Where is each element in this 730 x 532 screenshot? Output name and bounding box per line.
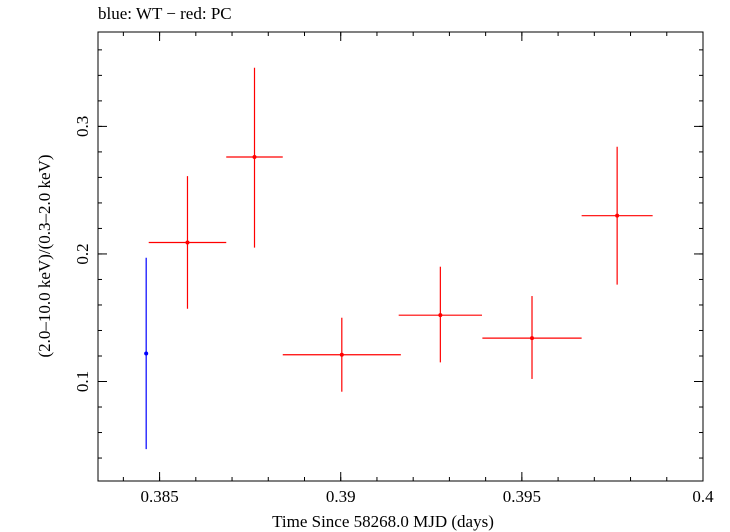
data-point (615, 213, 620, 218)
x-tick-label: 0.4 (692, 487, 714, 506)
data-point (185, 240, 190, 245)
plot-frame (97, 31, 704, 482)
series-pc (148, 67, 653, 392)
y-tick-label: 0.2 (73, 243, 92, 264)
data-point (144, 351, 149, 356)
x-tick-label: 0.395 (503, 487, 541, 506)
x-tick-label: 0.385 (140, 487, 178, 506)
axis-ticks: 0.385 0.39 0.395 0.4 0.1 0.2 0.3 (73, 32, 714, 506)
y-tick-label: 0.1 (73, 371, 92, 392)
data-point (252, 155, 257, 160)
y-axis-label: (2.0–10.0 keV)/(0.3–2.0 keV) (35, 154, 54, 357)
y-tick-label: 0.3 (73, 116, 92, 137)
series-wt (144, 257, 149, 450)
data-point (530, 336, 535, 341)
x-axis-label: Time Since 58268.0 MJD (days) (272, 512, 494, 531)
data-series (144, 67, 653, 450)
data-point (438, 313, 443, 318)
x-tick-label: 0.39 (326, 487, 356, 506)
chart-title: blue: WT − red: PC (98, 4, 232, 23)
data-point (339, 352, 344, 357)
